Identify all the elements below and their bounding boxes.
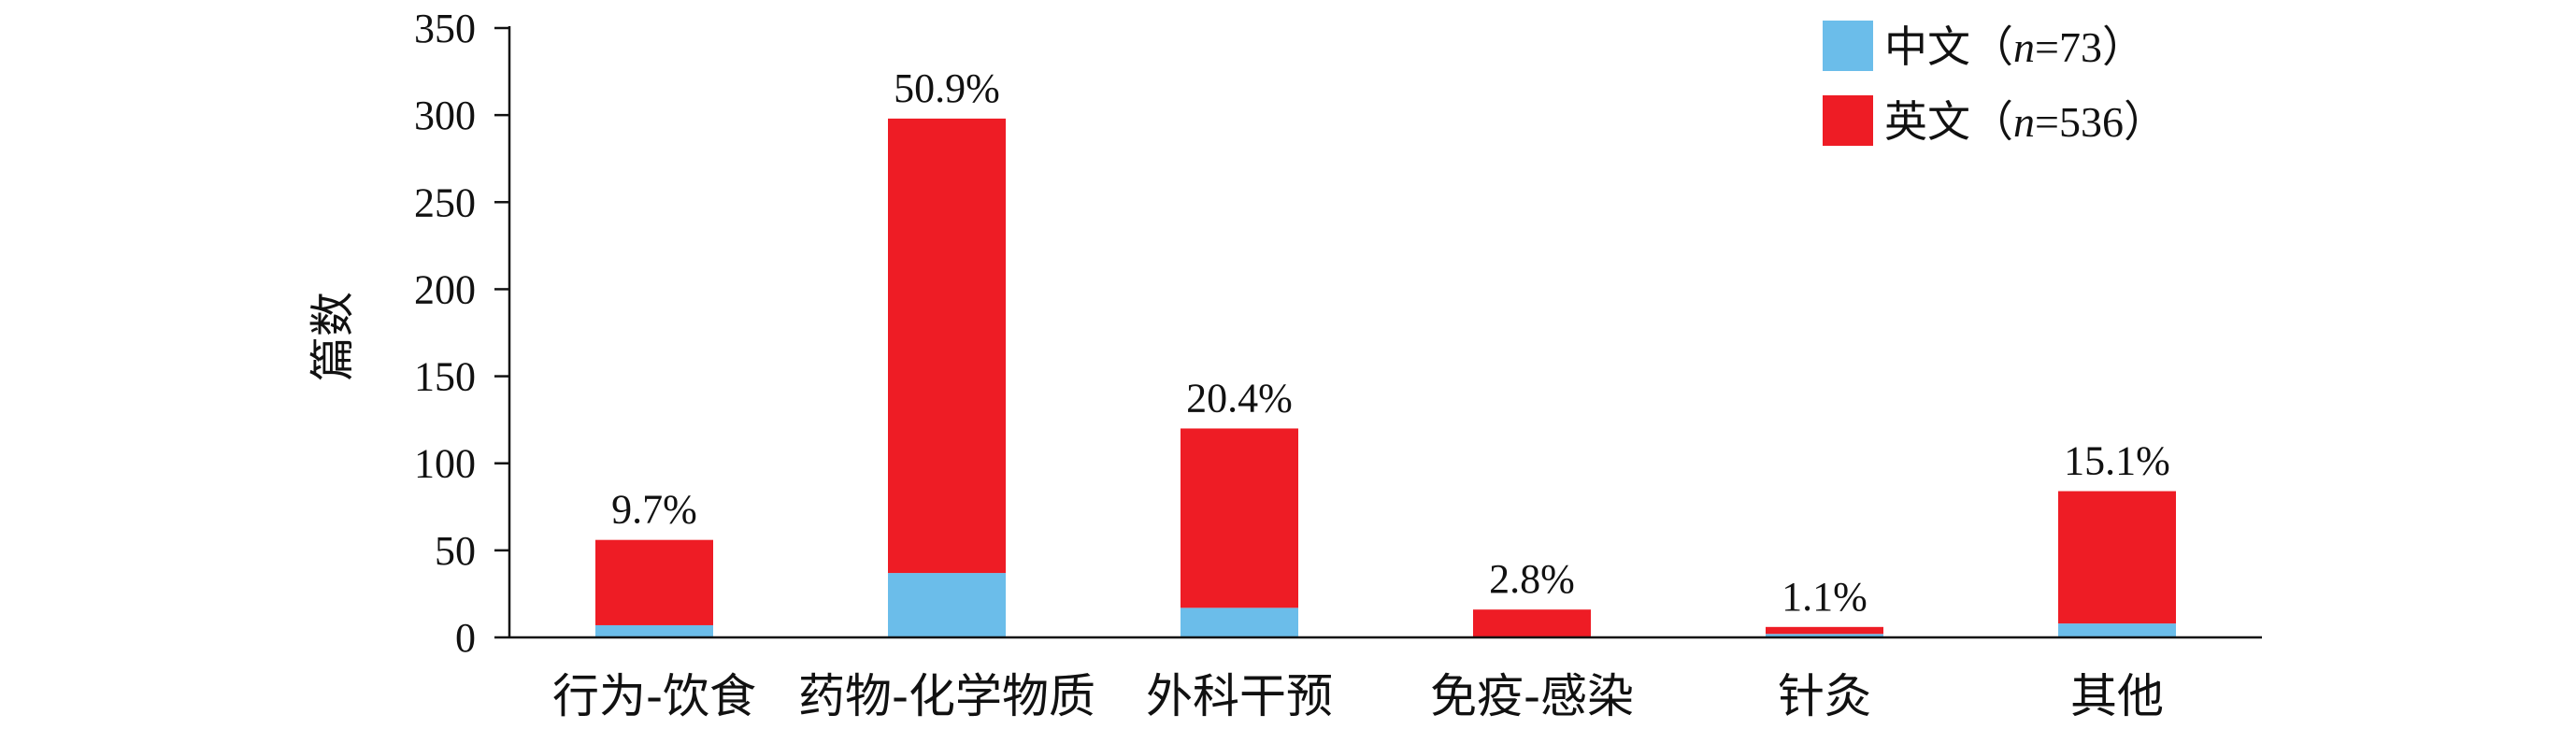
legend: 中文（n=73） 英文（n=536）	[1823, 21, 2167, 147]
bar-segment-chinese	[888, 573, 1006, 637]
data-label: 9.7%	[611, 487, 697, 533]
category-label: 外科干预	[1146, 669, 1333, 723]
legend-entry-label: 英文（n=536）	[1884, 96, 2167, 147]
bar-segment-chinese	[2058, 623, 2176, 637]
bar-segment-chinese	[595, 624, 713, 637]
category-label: 免疫-感染	[1430, 669, 1634, 723]
category-label: 行为-饮食	[552, 669, 756, 723]
bar-segment-english	[595, 539, 713, 625]
category-label: 药物-化学物质	[798, 669, 1095, 723]
y-tick-label: 50	[435, 528, 476, 574]
bar-segment-chinese	[1766, 634, 1883, 637]
y-axis-title: 篇数	[307, 292, 359, 381]
legend-swatch	[1823, 95, 1873, 146]
bar-segment-english	[888, 118, 1006, 574]
legend-entry-label: 中文（n=73）	[1884, 21, 2145, 72]
data-label: 50.9%	[894, 65, 1000, 111]
bar-segment-english	[1766, 626, 1883, 635]
y-tick-label: 250	[414, 179, 476, 225]
y-tick-label: 150	[414, 354, 476, 400]
data-label: 15.1%	[2064, 438, 2170, 484]
category-label: 针灸	[1778, 669, 1871, 723]
y-tick-label: 350	[414, 6, 476, 51]
bar-segment-chinese	[1181, 608, 1298, 637]
bar-segment-english	[1473, 609, 1591, 637]
data-label: 1.1%	[1782, 574, 1868, 620]
data-label: 20.4%	[1186, 375, 1293, 421]
y-tick-label: 300	[414, 93, 476, 138]
bar-segment-english	[1181, 428, 1298, 608]
category-label: 其他	[2070, 669, 2164, 723]
bar-segment-english	[2058, 491, 2176, 624]
y-tick-label: 100	[414, 441, 476, 487]
y-tick-label: 200	[414, 266, 476, 312]
data-label: 2.8%	[1489, 556, 1575, 602]
y-tick-label: 0	[455, 615, 476, 661]
legend-swatch	[1823, 21, 1873, 71]
